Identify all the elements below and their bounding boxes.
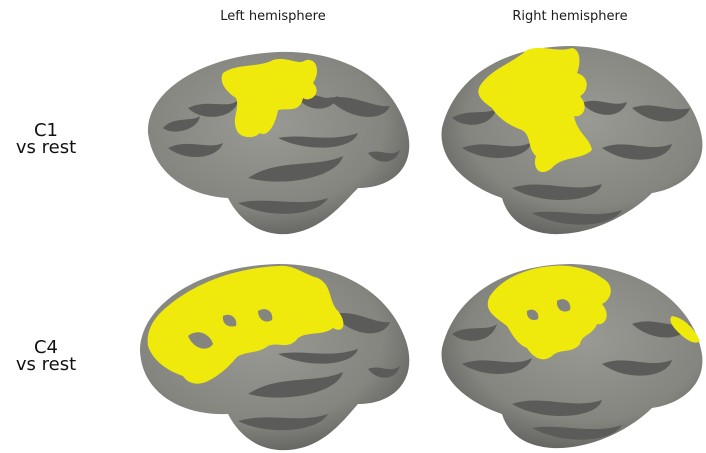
sulcal-pattern bbox=[163, 94, 400, 214]
left-hemisphere-header: Left hemisphere bbox=[220, 9, 326, 24]
right-hemisphere-header: Right hemisphere bbox=[512, 9, 628, 24]
activation-patch-edge bbox=[670, 316, 700, 343]
brain-c1-right-hemisphere bbox=[441, 46, 703, 235]
row-label-c4-name: C4 bbox=[33, 337, 59, 358]
sulcal-pattern bbox=[238, 312, 400, 431]
activation-holes bbox=[526, 299, 571, 321]
sulcal-pattern bbox=[452, 100, 690, 225]
brain-c1-left-hemisphere bbox=[147, 51, 410, 235]
activation-cluster bbox=[221, 59, 318, 138]
row-label-c1-name: C1 bbox=[33, 120, 59, 141]
sulcal-pattern bbox=[452, 321, 690, 440]
activation-cluster bbox=[487, 265, 611, 360]
brain-c4-right-hemisphere bbox=[441, 264, 703, 449]
activation-cluster bbox=[147, 265, 344, 384]
row-label-c4-contrast: vs rest bbox=[15, 354, 77, 375]
activation-cluster bbox=[478, 47, 592, 173]
row-label-c1: C1 vs rest bbox=[0, 120, 92, 158]
activation-holes bbox=[188, 309, 273, 349]
row-label-c4: C4 vs rest bbox=[0, 337, 92, 375]
row-label-c1-contrast: vs rest bbox=[15, 137, 77, 158]
brain-c4-left-hemisphere bbox=[140, 264, 410, 451]
